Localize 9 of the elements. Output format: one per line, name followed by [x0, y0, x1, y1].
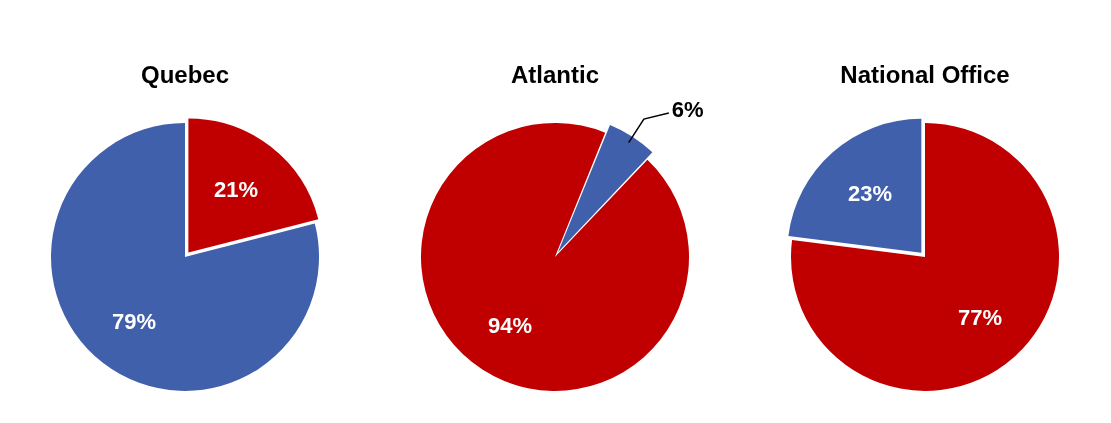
data-label: 77% — [957, 305, 1002, 331]
data-label: 6% — [671, 97, 704, 123]
chart-title: Quebec — [140, 61, 230, 89]
data-label: 23% — [848, 180, 893, 206]
data-label: 94% — [487, 312, 533, 338]
data-label: 21% — [213, 177, 258, 203]
chart-title: Atlantic — [510, 61, 600, 89]
chart-title: National Office — [840, 61, 1010, 89]
data-label: 79% — [112, 308, 157, 334]
